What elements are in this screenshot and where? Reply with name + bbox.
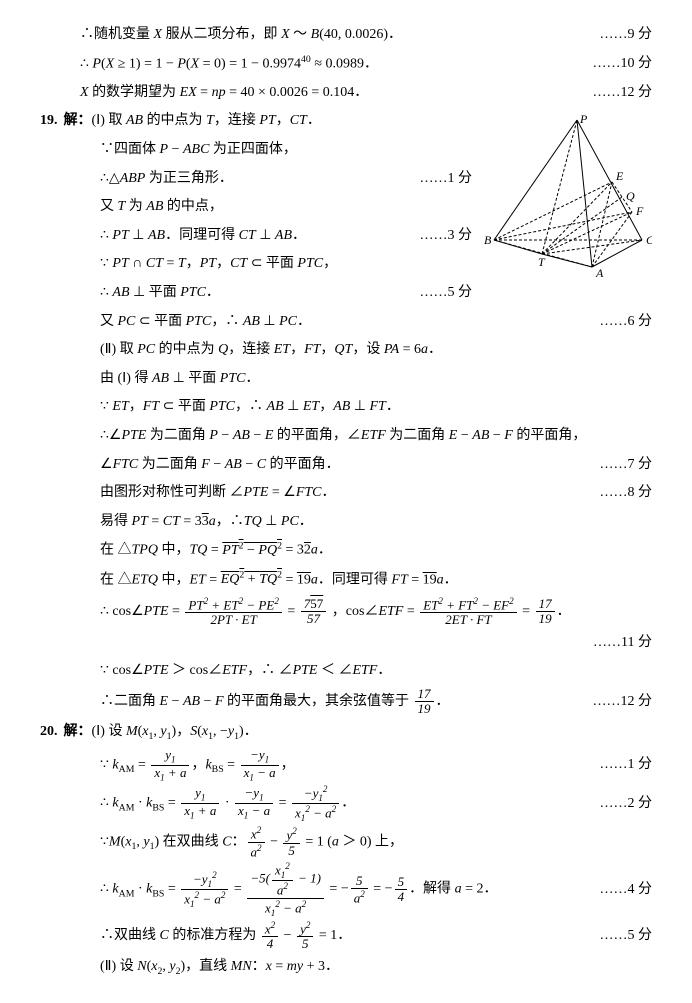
score-mark: ……1 分	[600, 752, 653, 779]
solution-line: ∴ kAM · kBS = −y12x12 − a2 = −5(x12a2 − …	[40, 861, 652, 917]
line-content: (Ⅱ) 取 PC 的中点为 Q，连接 ET，FT，QT，设 PA = 6a．	[100, 337, 652, 364]
svg-text:E: E	[615, 169, 624, 183]
line-content: ∴△ABP 为正三角形．	[100, 166, 410, 193]
line-content: 由 (Ⅰ) 得 AB ⊥ 平面 PTC．	[100, 366, 652, 393]
line-content: 由图形对称性可判断 ∠PTE = ∠FTC．	[100, 480, 590, 507]
line-content: ∠FTC 为二面角 F − AB − C 的平面角．	[100, 452, 590, 479]
solution-line: ∴ kAM · kBS = y1x1 + a · −y1x1 − a = −y1…	[40, 784, 652, 823]
score-mark: ……10 分	[593, 51, 653, 78]
solution-line: 由 (Ⅰ) 得 AB ⊥ 平面 PTC．	[40, 366, 652, 393]
line-content: (Ⅱ) 设 N(x2, y2)，直线 MN：x = my + 3．	[100, 954, 652, 981]
score-mark: ……5 分	[420, 280, 473, 307]
score-mark: ……12 分	[593, 80, 653, 107]
svg-text:F: F	[635, 204, 644, 218]
solution-line: ……11 分	[40, 630, 652, 657]
line-content: 又 T 为 AB 的中点，	[100, 194, 472, 221]
score-mark: ……6 分	[600, 309, 653, 336]
line-content: ∴ PT ⊥ AB．同理可得 CT ⊥ AB．	[100, 223, 410, 250]
solution-line: 由图形对称性可判断 ∠PTE = ∠FTC． ……8 分	[40, 480, 652, 507]
line-content: ∴ P(X ≥ 1) = 1 − P(X = 0) = 1 − 0.997440…	[80, 51, 583, 78]
svg-text:Q: Q	[626, 189, 635, 203]
svg-text:A: A	[595, 266, 604, 280]
solution-line: ∴ PT ⊥ AB．同理可得 CT ⊥ AB． ……3 分	[40, 223, 472, 250]
line-content: 又 PC ⊂ 平面 PTC，∴ AB ⊥ PC．	[100, 309, 590, 336]
solution-line: X 的数学期望为 EX = np = 40 × 0.0026 = 0.104． ……	[40, 80, 652, 107]
solution-line: ∴双曲线 C 的标准方程为 x24 − y25 = 1． ……5 分	[40, 920, 652, 952]
solution-line: ∴二面角 E − AB − F 的平面角最大，其余弦值等于 1719． ……12 …	[40, 687, 652, 717]
line-content: 在 △TPQ 中，TQ = PT2 − PQ2 = 32a．	[100, 537, 652, 564]
solution-line: 在 △TPQ 中，TQ = PT2 − PQ2 = 32a．	[40, 537, 652, 564]
score-mark: ……12 分	[593, 689, 653, 716]
score-mark: ……1 分	[420, 166, 473, 193]
solution-line: ∴△ABP 为正三角形． ……1 分	[40, 166, 472, 193]
question-number: 20.	[40, 719, 58, 746]
line-content: 在 △ETQ 中，ET = EQ2 + TQ2 = 19a．同理可得 FT = …	[100, 567, 652, 594]
solution-line: ∠FTC 为二面角 F − AB − C 的平面角． ……7 分	[40, 452, 652, 479]
line-content: ∵ PT ∩ CT = T，PT，CT ⊂ 平面 PTC，	[100, 251, 472, 278]
solution-line: (Ⅱ) 设 N(x2, y2)，直线 MN：x = my + 3．	[40, 954, 652, 981]
line-content: ∵四面体 P − ABC 为正四面体，	[100, 137, 472, 164]
line-content: 易得 PT = CT = 33a，∴TQ ⊥ PC．	[100, 509, 652, 536]
solution-line: ∴ P(X ≥ 1) = 1 − P(X = 0) = 1 − 0.997440…	[40, 51, 652, 78]
solution-line: (Ⅱ) 取 PC 的中点为 Q，连接 ET，FT，QT，设 PA = 6a．	[40, 337, 652, 364]
line-content: 解：(Ⅰ) 设 M(x1, y1)，S(x1, −y1)．	[64, 719, 653, 746]
solution-line: ∵四面体 P − ABC 为正四面体，	[40, 137, 472, 164]
line-content: ∴二面角 E − AB − F 的平面角最大，其余弦值等于 1719．	[100, 687, 583, 717]
solution-line: ∴ cos∠PTE = PT2 + ET2 − PE22PT · ET = 75…	[40, 596, 652, 628]
svg-text:T: T	[538, 255, 546, 269]
line-content: ∴ kAM · kBS = −y12x12 − a2 = −5(x12a2 − …	[100, 861, 590, 917]
solution-line: ∵ PT ∩ CT = T，PT，CT ⊂ 平面 PTC，	[40, 251, 472, 278]
solution-line: ∵M(x1, y1) 在双曲线 C：x2a2 − y25 = 1 (a ＞ 0)…	[40, 825, 652, 859]
line-content: ∵ kAM = y1x1 + a，kBS = −y1x1 − a，	[100, 748, 590, 782]
line-content: X 的数学期望为 EX = np = 40 × 0.0026 = 0.104．	[80, 80, 583, 107]
solution-line: ∴∠PTE 为二面角 P − AB − E 的平面角，∠ETF 为二面角 E −…	[40, 423, 652, 450]
score-mark: ……7 分	[600, 452, 653, 479]
line-content: ∴∠PTE 为二面角 P − AB − E 的平面角，∠ETF 为二面角 E −…	[100, 423, 652, 450]
score-mark: ……3 分	[420, 223, 473, 250]
solution-line: 又 T 为 AB 的中点，	[40, 194, 472, 221]
solution-line: 20. 解：(Ⅰ) 设 M(x1, y1)，S(x1, −y1)．	[40, 719, 652, 746]
solution-line: ∴ AB ⊥ 平面 PTC． ……5 分	[40, 280, 472, 307]
svg-text:P: P	[579, 112, 588, 126]
solution-line: ∵ ET，FT ⊂ 平面 PTC，∴ AB ⊥ ET，AB ⊥ FT．	[40, 394, 652, 421]
solution-line: 19. 解：(Ⅰ) 取 AB 的中点为 T，连接 PT，CT．	[40, 108, 472, 135]
svg-text:C: C	[646, 233, 652, 247]
solution-line: 又 PC ⊂ 平面 PTC，∴ AB ⊥ PC． ……6 分	[40, 309, 652, 336]
line-content: ∴ cos∠PTE = PT2 + ET2 − PE22PT · ET = 75…	[100, 596, 652, 628]
score-mark: ……11 分	[593, 630, 652, 657]
line-content: ∵ ET，FT ⊂ 平面 PTC，∴ AB ⊥ ET，AB ⊥ FT．	[100, 394, 652, 421]
line-content: ∴随机变量 X 服从二项分布，即 X ～ B(40, 0.0026)．	[80, 22, 590, 49]
question-number: 19.	[40, 108, 58, 135]
line-content: ∵M(x1, y1) 在双曲线 C：x2a2 − y25 = 1 (a ＞ 0)…	[100, 825, 652, 859]
solution-line: 易得 PT = CT = 33a，∴TQ ⊥ PC．	[40, 509, 652, 536]
solution-line: ∵ kAM = y1x1 + a，kBS = −y1x1 − a， ……1 分	[40, 748, 652, 782]
tetrahedron-figure: P A B C T EQF	[482, 112, 652, 282]
line-content: ∴双曲线 C 的标准方程为 x24 − y25 = 1．	[100, 920, 590, 952]
score-mark: ……2 分	[600, 791, 653, 818]
line-content: ∴ kAM · kBS = y1x1 + a · −y1x1 − a = −y1…	[100, 784, 590, 823]
score-mark: ……4 分	[600, 877, 653, 904]
solution-line: ∵ cos∠PTE ＞ cos∠ETF，∴ ∠PTE ＜ ∠ETF．	[40, 658, 652, 685]
line-content: 解：(Ⅰ) 取 AB 的中点为 T，连接 PT，CT．	[64, 108, 473, 135]
solution-line: 在 △ETQ 中，ET = EQ2 + TQ2 = 19a．同理可得 FT = …	[40, 567, 652, 594]
score-mark: ……8 分	[600, 480, 653, 507]
solution-line: ∴随机变量 X 服从二项分布，即 X ～ B(40, 0.0026)． ……9 分	[40, 22, 652, 49]
line-content: ∵ cos∠PTE ＞ cos∠ETF，∴ ∠PTE ＜ ∠ETF．	[100, 658, 652, 685]
score-mark: ……9 分	[600, 22, 653, 49]
svg-text:B: B	[484, 233, 492, 247]
score-mark: ……5 分	[600, 923, 653, 950]
line-content: ∴ AB ⊥ 平面 PTC．	[100, 280, 410, 307]
